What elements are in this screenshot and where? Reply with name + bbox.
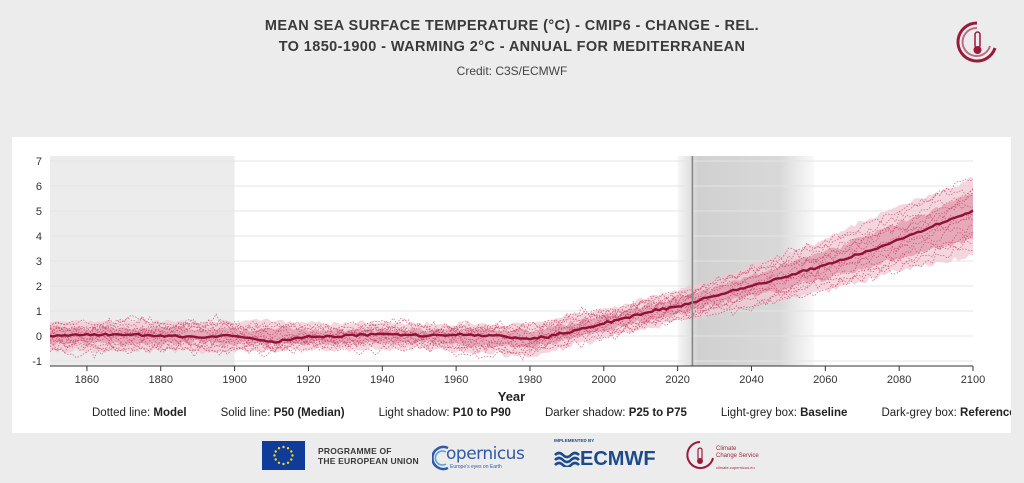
legend-item-light-shadow: Light shadow: P10 to P90	[378, 407, 511, 419]
chart-title: MEAN SEA SURFACE TEMPERATURE (°C) - CMIP…	[0, 16, 1024, 58]
model-line	[49, 192, 974, 343]
ecmwf-logo: IMPLEMENTED BY ECMWF	[554, 438, 656, 470]
title-line-1: MEAN SEA SURFACE TEMPERATURE (°C) - CMIP…	[264, 18, 760, 34]
y-tick-label: 1	[36, 306, 42, 318]
y-tick-label: 5	[36, 206, 42, 218]
legend-item-model: Dotted line: Model	[92, 407, 187, 419]
y-tick-label: 6	[36, 181, 42, 193]
y-tick-label: -1	[32, 356, 42, 368]
x-tick-label: 1880	[149, 374, 173, 386]
x-tick-label: 1940	[370, 374, 394, 386]
x-tick-label: 2040	[739, 374, 763, 386]
legend-item-reference: Dark-grey box: Reference	[881, 407, 1011, 419]
x-tick-label: 2020	[665, 374, 689, 386]
copernicus-logo: opernicus Europe's eyes on Earth	[432, 442, 525, 474]
eu-flag-icon	[262, 441, 305, 470]
model-line	[49, 224, 974, 350]
model-line	[49, 189, 974, 336]
c3s-thermometer-icon	[956, 21, 997, 63]
x-tick-label: 1960	[444, 374, 468, 386]
title-line-2: TO 1850-1900 - WARMING 2°C - ANNUAL FOR …	[278, 39, 746, 55]
y-tick-label: 4	[36, 231, 42, 243]
c3s-icon	[686, 441, 714, 469]
x-axis-label: Year	[498, 389, 525, 404]
copernicus-c-icon	[432, 445, 449, 471]
model-line	[49, 218, 974, 350]
x-tick-label: 1980	[518, 374, 542, 386]
y-tick-label: 2	[36, 281, 42, 293]
credit-text: Credit: C3S/ECMWF	[456, 64, 568, 78]
model-line	[49, 239, 974, 361]
legend: Dotted line: Model Solid line: P50 (Media…	[92, 407, 1011, 425]
median-line	[49, 209, 974, 344]
footer-logos: PROGRAMME OF THE EUROPEAN UNION opernicu…	[262, 438, 782, 474]
y-tick-label: 3	[36, 256, 42, 268]
legend-item-baseline: Light-grey box: Baseline	[720, 407, 848, 419]
x-tick-label: 2100	[961, 374, 985, 386]
model-line	[49, 178, 974, 334]
x-tick-label: 1860	[75, 374, 99, 386]
eu-programme-text: PROGRAMME OF THE EUROPEAN UNION	[318, 446, 419, 466]
model-line	[49, 211, 974, 347]
chart: -1 0 1 2 3 4 5 6 7 1860 1880 1900 1920 1940 1960 1980 20…	[32, 156, 985, 404]
x-tick-label: 2060	[813, 374, 837, 386]
model-line	[49, 244, 974, 359]
chart-panel: -1 0 1 2 3 4 5 6 7 1860 1880 1900 1920 1940 1960 1980 20…	[12, 137, 1011, 433]
ecmwf-waves-icon	[554, 451, 580, 467]
x-tick-label: 1900	[222, 374, 246, 386]
legend-item-darker-shadow: Darker shadow: P25 to P75	[544, 407, 687, 419]
model-line	[49, 203, 974, 344]
legend-item-median: Solid line: P50 (Median)	[220, 407, 345, 419]
y-tick-label: 0	[36, 331, 42, 343]
model-line	[49, 232, 974, 354]
c3s-logo: Climate Change Service climate.copernicu…	[686, 440, 786, 474]
y-tick-label: 7	[36, 156, 42, 168]
x-tick-label: 2080	[887, 374, 911, 386]
model-line	[49, 231, 974, 354]
model-line	[49, 213, 974, 348]
x-tick-label: 1920	[296, 374, 320, 386]
x-tick-label: 2000	[592, 374, 616, 386]
